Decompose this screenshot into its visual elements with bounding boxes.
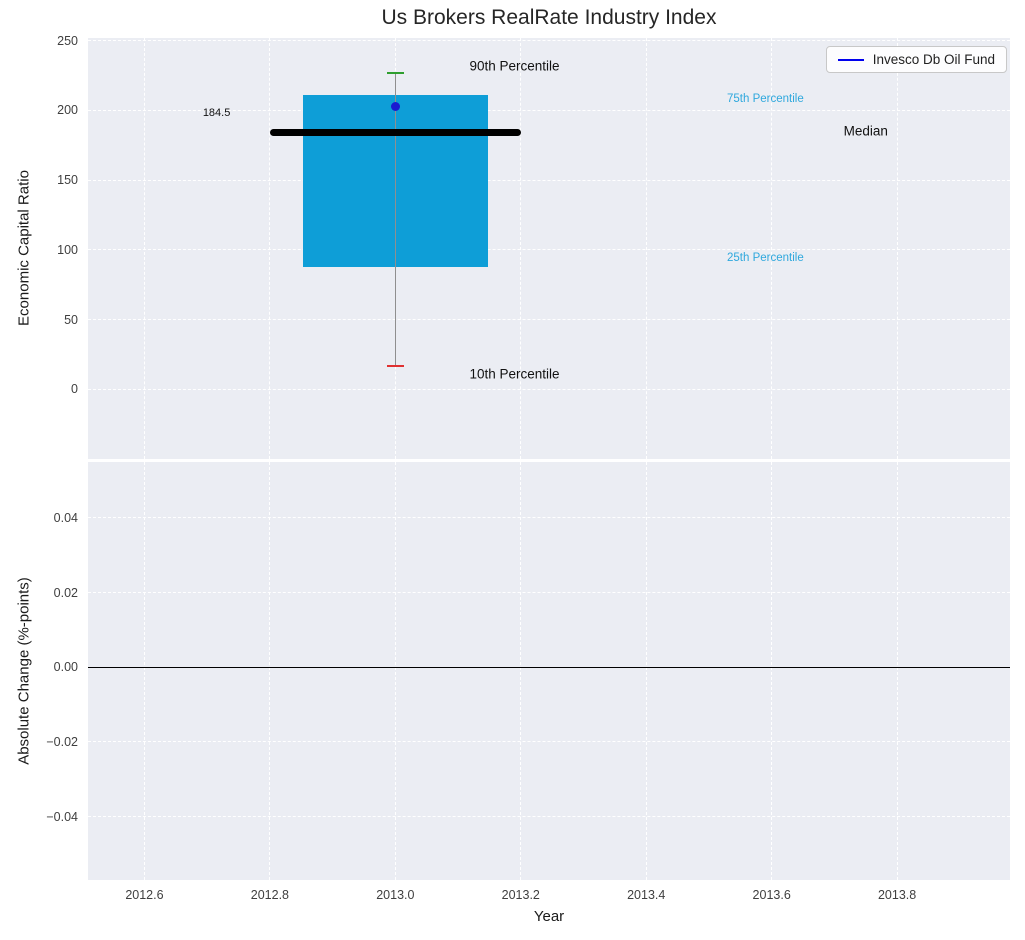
annotation: 25th Percentile	[727, 252, 804, 265]
annotation: 10th Percentile	[469, 366, 560, 382]
top-plot-area: 184.5 90th Percentile 75th Percentile Media…	[88, 38, 1010, 459]
gridline-vertical	[645, 38, 647, 459]
gridline-horizontal	[88, 109, 1010, 111]
annotation: Median	[843, 123, 888, 139]
cap-90th-percentile	[386, 71, 405, 74]
x-tick-label: 2012.6	[125, 888, 164, 902]
annotation: 75th Percentile	[727, 93, 804, 106]
whisker-line	[394, 72, 396, 366]
y-tick-label: 100	[57, 242, 78, 257]
x-tick-label: 2013.8	[877, 888, 917, 902]
gridline-horizontal	[88, 517, 1010, 519]
gridline-horizontal	[88, 816, 1010, 818]
gridline-horizontal	[88, 319, 1010, 321]
annotation: 90th Percentile	[469, 58, 560, 74]
y-tick-label: 0.00	[53, 660, 78, 675]
gridline-vertical	[143, 462, 145, 880]
chart-title: Us Brokers RealRate Industry Index	[381, 6, 717, 29]
bottom-plot-area	[88, 462, 1010, 880]
gridline-vertical	[520, 462, 522, 880]
gridline-horizontal	[88, 249, 1010, 251]
gridline-vertical	[896, 38, 898, 459]
legend-line-swatch	[837, 58, 864, 61]
x-tick-label: 2013.6	[752, 888, 791, 902]
y-tick-label: 0	[71, 382, 78, 397]
gridline-vertical	[520, 38, 522, 459]
x-axis-label: Year	[533, 908, 565, 925]
gridline-horizontal	[88, 179, 1010, 181]
y-tick-label: 0.04	[53, 510, 78, 525]
zero-line	[88, 666, 1010, 669]
legend-label: Invesco Db Oil Fund	[872, 52, 995, 67]
cap-10th-percentile	[386, 364, 405, 367]
gridline-vertical	[269, 38, 271, 459]
gridline-vertical	[269, 462, 271, 880]
x-tick-label: 2012.8	[250, 888, 290, 902]
x-tick-label: 2013.4	[627, 888, 666, 902]
gridline-horizontal	[88, 741, 1010, 743]
y-tick-label: −0.02	[46, 734, 78, 749]
fund-marker	[390, 101, 400, 111]
gridline-vertical	[394, 462, 396, 880]
annotation: 184.5	[202, 107, 231, 120]
x-tick-label: 2013.2	[501, 888, 540, 902]
legend: Invesco Db Oil Fund	[825, 46, 1007, 73]
y-tick-label: 0.02	[53, 585, 78, 600]
gridline-horizontal	[88, 40, 1010, 42]
gridline-vertical	[771, 462, 773, 880]
y-tick-label: 250	[57, 33, 78, 48]
gridline-vertical	[645, 462, 647, 880]
gridline-horizontal	[88, 388, 1010, 390]
gridline-vertical	[143, 38, 145, 459]
y-tick-label: −0.04	[46, 809, 78, 824]
y-tick-label: 150	[57, 173, 78, 188]
median-line	[269, 128, 521, 136]
gridline-vertical	[771, 38, 773, 459]
y-tick-label: 200	[57, 103, 78, 118]
x-tick-label: 2013.0	[376, 888, 415, 902]
y-tick-label: 50	[64, 312, 78, 327]
gridline-vertical	[896, 462, 898, 880]
gridline-horizontal	[88, 592, 1010, 594]
